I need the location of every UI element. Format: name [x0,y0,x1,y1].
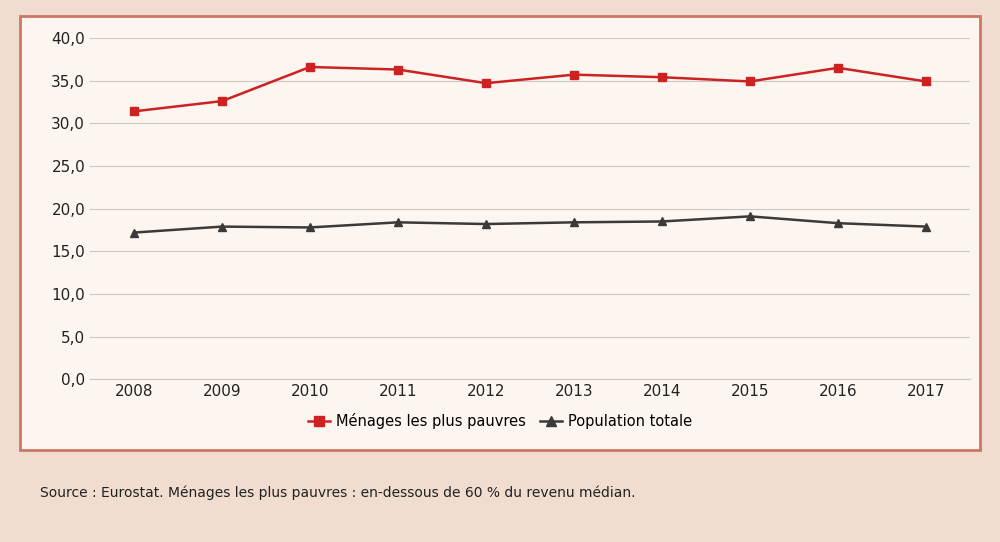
Legend: Ménages les plus pauvres, Population totale: Ménages les plus pauvres, Population tot… [302,407,698,435]
Text: Source : Eurostat. Ménages les plus pauvres : en-dessous de 60 % du revenu média: Source : Eurostat. Ménages les plus pauv… [40,486,636,500]
